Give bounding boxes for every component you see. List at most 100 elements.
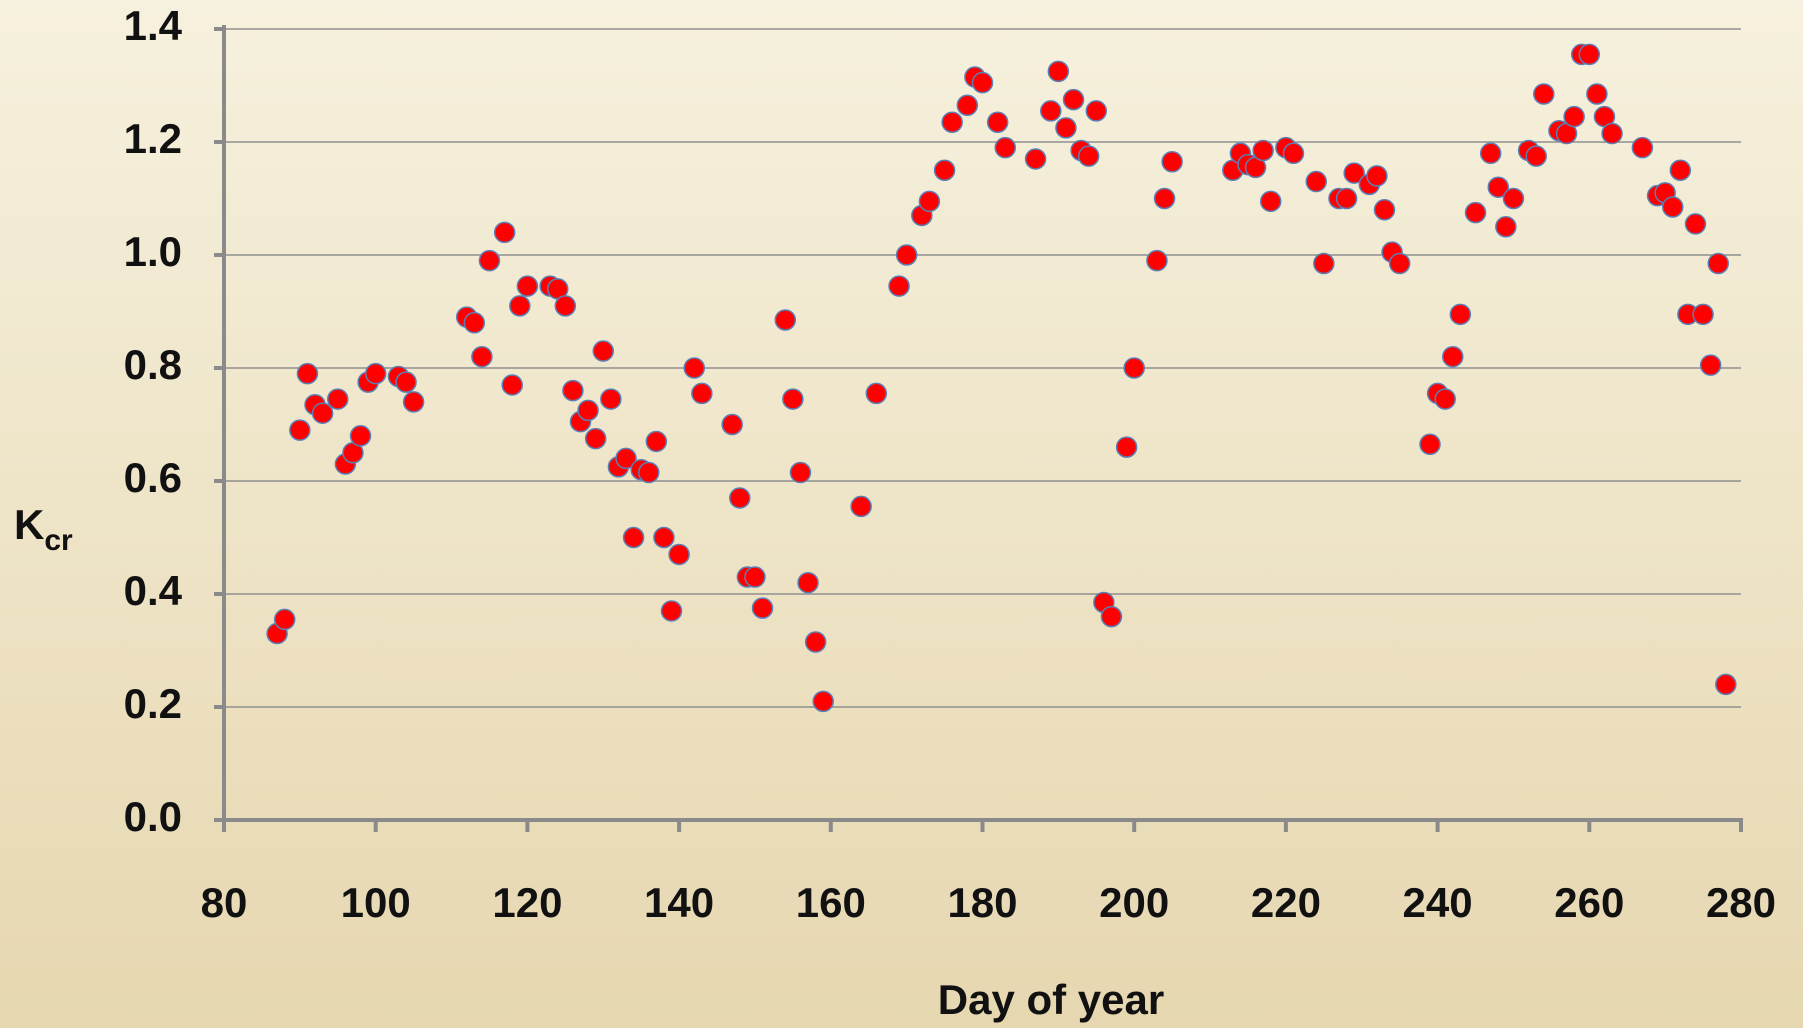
data-point: [1153, 187, 1176, 210]
y-tick-label: 0.0: [124, 793, 182, 840]
data-point: [311, 402, 334, 424]
data-point: [1487, 176, 1510, 198]
data-point: [289, 419, 311, 441]
data-point: [645, 430, 668, 453]
data-point: [478, 249, 501, 272]
data-point: [1601, 122, 1623, 145]
x-tick-label: 260: [1554, 879, 1624, 926]
data-point: [691, 382, 713, 405]
x-tick-label: 140: [644, 879, 714, 926]
x-tick-label: 180: [947, 879, 1017, 926]
y-axis-title-base: K: [14, 501, 44, 548]
data-point: [653, 526, 675, 549]
y-tick-label: 0.8: [124, 341, 182, 388]
data-point: [615, 447, 637, 470]
data-point: [933, 159, 956, 181]
y-tick-label: 0.4: [124, 567, 183, 614]
data-point: [782, 388, 804, 410]
data-point: [812, 690, 834, 713]
data-point: [1373, 199, 1396, 221]
data-point: [1366, 165, 1388, 187]
data-point: [1282, 142, 1305, 165]
data-point: [1388, 252, 1411, 275]
data-point: [1578, 43, 1601, 66]
data-point: [797, 571, 819, 594]
data-point: [562, 379, 584, 402]
data-point: [751, 597, 774, 619]
data-point: [668, 543, 690, 566]
data-point: [1502, 187, 1525, 210]
data-point: [516, 275, 539, 297]
x-tick-label: 220: [1251, 879, 1321, 926]
data-point: [584, 427, 607, 450]
data-point: [501, 374, 523, 396]
data-point: [1563, 105, 1585, 128]
data-point: [1495, 216, 1517, 238]
data-point: [592, 340, 614, 362]
data-point: [1343, 162, 1365, 184]
data-point: [1259, 190, 1282, 213]
y-axis-title: Kcr: [14, 501, 73, 557]
data-point: [1161, 151, 1183, 173]
y-tick-label: 0.2: [124, 680, 182, 727]
data-point: [638, 461, 660, 484]
data-point: [600, 388, 622, 410]
data-point: [1062, 88, 1085, 111]
x-axis-title: Day of year: [938, 976, 1164, 1023]
data-point: [1692, 303, 1714, 326]
data-point: [1586, 83, 1608, 105]
data-point: [471, 345, 493, 368]
data-point: [493, 221, 516, 244]
data-point: [395, 371, 417, 393]
data-point: [1707, 252, 1729, 275]
data-point: [721, 413, 743, 436]
data-point: [1077, 145, 1100, 167]
y-tick-label: 0.6: [124, 454, 182, 501]
data-point: [1669, 159, 1692, 181]
data-point: [1055, 117, 1077, 139]
data-point: [804, 631, 827, 653]
data-point: [956, 94, 979, 117]
y-tick-label: 1.2: [124, 115, 182, 162]
data-point: [1661, 196, 1684, 218]
data-point: [349, 425, 372, 447]
data-point: [554, 295, 577, 317]
data-point: [1040, 100, 1062, 122]
data-point: [296, 362, 319, 385]
data-point: [729, 487, 751, 509]
data-point: [327, 388, 349, 410]
data-point: [941, 111, 963, 133]
data-point: [1146, 249, 1168, 272]
y-tick-label: 1.0: [124, 228, 182, 275]
data-point: [1305, 170, 1327, 193]
data-point: [774, 309, 797, 331]
data-point: [1335, 187, 1358, 210]
y-tick-label: 1.4: [124, 2, 183, 49]
data-point: [1525, 145, 1547, 167]
data-point: [994, 136, 1017, 159]
x-tick-label: 80: [201, 879, 248, 926]
y-axis-title-subscript: cr: [44, 524, 73, 557]
data-point: [986, 111, 1009, 133]
x-tick-label: 280: [1706, 879, 1776, 926]
x-tick-label: 120: [492, 879, 562, 926]
data-point: [1434, 388, 1456, 410]
data-point: [1684, 213, 1707, 235]
data-point: [622, 526, 645, 549]
data-point: [888, 275, 910, 297]
data-point: [1479, 142, 1502, 165]
data-point: [1464, 201, 1487, 224]
data-point: [1024, 148, 1047, 170]
data-point: [1699, 354, 1722, 376]
data-point: [850, 495, 872, 518]
data-point: [1252, 139, 1274, 162]
data-point: [1047, 60, 1070, 83]
data-point: [1533, 83, 1555, 105]
data-point: [577, 399, 599, 422]
x-tick-label: 240: [1403, 879, 1473, 926]
data-point: [1442, 345, 1464, 368]
x-tick-label: 100: [341, 879, 411, 926]
data-point: [918, 190, 941, 213]
